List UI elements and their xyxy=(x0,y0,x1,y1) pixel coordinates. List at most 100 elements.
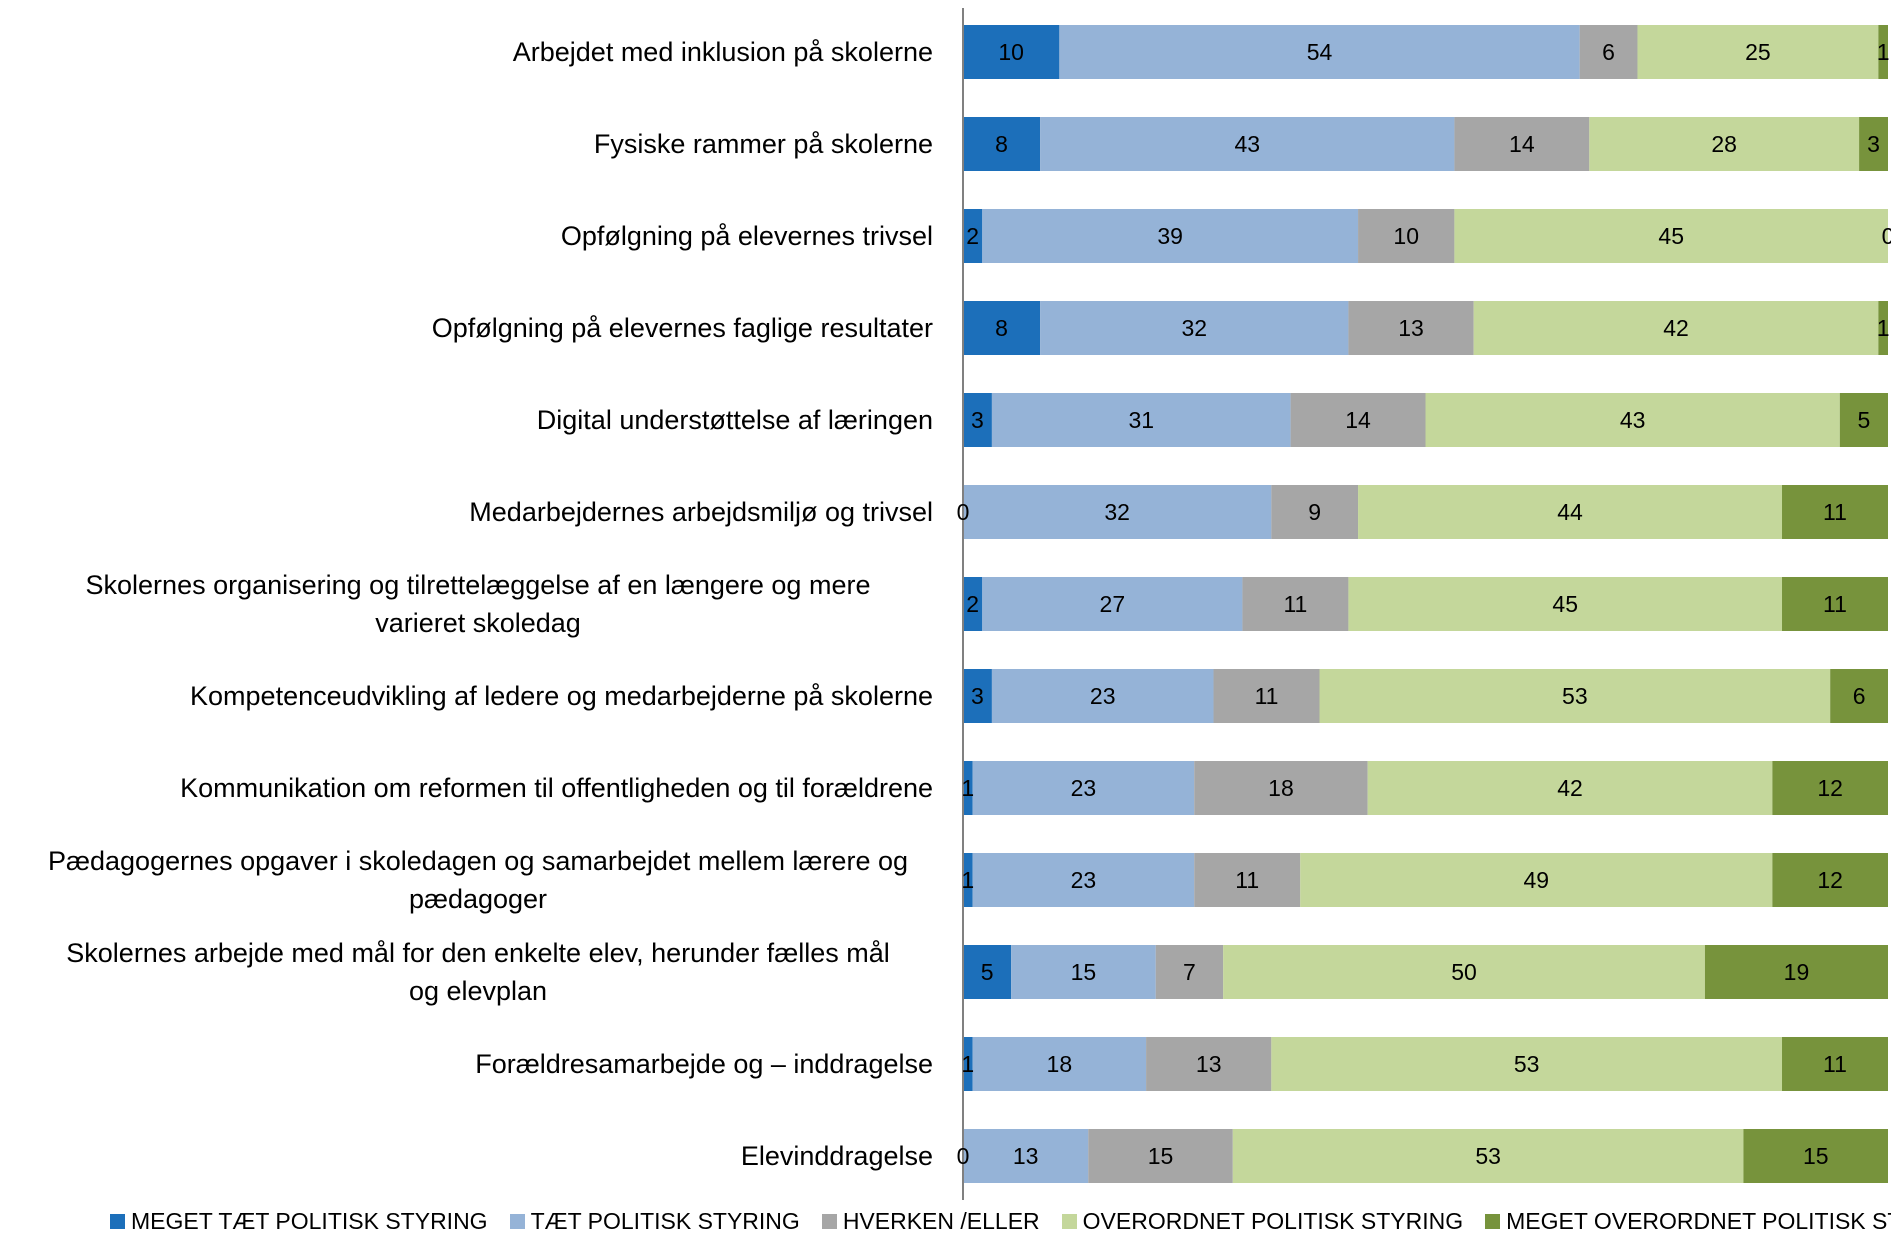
data-label: 0 xyxy=(957,1143,970,1169)
bar-segment xyxy=(1011,945,1156,999)
data-label: 2 xyxy=(966,223,979,249)
bar-segment xyxy=(963,1129,1089,1183)
bar-segment xyxy=(1579,25,1638,79)
chart-legend: MEGET TÆT POLITISK STYRING TÆT POLITISK S… xyxy=(110,1208,1891,1235)
category-label: Opfølgning på elevernes faglige resultat… xyxy=(432,313,933,343)
bar-segment xyxy=(1704,945,1888,999)
data-label: 1 xyxy=(1877,39,1890,65)
bar-segment xyxy=(1040,301,1349,355)
bar-segment xyxy=(1040,117,1455,171)
bar-segment xyxy=(991,669,1214,723)
legend-swatch xyxy=(1061,1214,1077,1229)
category-label: Kompetenceudvikling af ledere og medarbe… xyxy=(190,681,933,711)
bar-segment xyxy=(963,761,973,815)
data-label: 0 xyxy=(1882,223,1891,249)
category-label: Opfølgning på elevernes trivsel xyxy=(561,221,933,251)
bar-segment xyxy=(1830,669,1888,723)
bar-segment xyxy=(963,393,992,447)
data-label: 53 xyxy=(1475,1143,1501,1169)
data-label: 1 xyxy=(961,775,974,801)
category-label: Skolernes arbejde med mål for den enkelt… xyxy=(66,938,889,1006)
data-label: 18 xyxy=(1268,775,1294,801)
bar-segment xyxy=(1878,25,1888,79)
legend-label: TÆT POLITISK STYRING xyxy=(530,1208,800,1234)
bar-segment xyxy=(1271,485,1359,539)
bar-segment xyxy=(963,485,1272,539)
data-label: 1 xyxy=(1877,315,1890,341)
data-label: 32 xyxy=(1181,315,1207,341)
bar-segment xyxy=(972,1037,1147,1091)
bar-segment xyxy=(1782,577,1888,631)
bar-segment xyxy=(972,761,1195,815)
bar-segment xyxy=(1088,1129,1233,1183)
data-label: 27 xyxy=(1100,591,1126,617)
data-label: 11 xyxy=(1255,683,1279,709)
bar-segment xyxy=(963,301,1041,355)
category-label: Forældresamarbejde og – inddragelse xyxy=(475,1049,933,1079)
bar-segment xyxy=(1358,485,1783,539)
bar-segment xyxy=(1589,117,1860,171)
data-label: 12 xyxy=(1817,867,1843,893)
bar-segment xyxy=(1425,393,1840,447)
legend-swatch xyxy=(1485,1214,1501,1229)
bar-segment xyxy=(1637,25,1879,79)
data-label: 50 xyxy=(1451,959,1477,985)
data-label: 5 xyxy=(1858,407,1871,433)
bar-segment xyxy=(1772,853,1888,907)
bar-segment xyxy=(1146,1037,1272,1091)
legend-swatch xyxy=(821,1214,837,1229)
category-label: Kommunikation om reformen til offentligh… xyxy=(180,773,933,803)
legend-item: HVERKEN /ELLER xyxy=(821,1208,1040,1235)
bar-segment xyxy=(972,853,1195,907)
data-label: 15 xyxy=(1071,959,1097,985)
data-label: 49 xyxy=(1524,867,1550,893)
legend-item: MEGET OVERORDNET POLITISK STYRING xyxy=(1485,1208,1891,1235)
category-label: Fysiske rammer på skolerne xyxy=(594,129,933,159)
data-label: 42 xyxy=(1663,315,1689,341)
legend-swatch xyxy=(509,1214,525,1229)
legend-label: MEGET OVERORDNET POLITISK STYRING xyxy=(1506,1208,1891,1234)
bar-segment xyxy=(982,577,1243,631)
data-label: 43 xyxy=(1620,407,1646,433)
data-label: 12 xyxy=(1817,775,1843,801)
bar-segment xyxy=(1878,301,1888,355)
bar-segment xyxy=(1155,945,1224,999)
bar-segment xyxy=(1782,1037,1888,1091)
data-label: 25 xyxy=(1745,39,1771,65)
data-label: 1 xyxy=(961,1051,974,1077)
bar-segment xyxy=(1194,853,1301,907)
bar-segment xyxy=(1319,669,1831,723)
data-label: 3 xyxy=(971,683,984,709)
data-label: 39 xyxy=(1157,223,1183,249)
legend-item: TÆT POLITISK STYRING xyxy=(509,1208,800,1235)
data-label: 15 xyxy=(1148,1143,1174,1169)
bar-segment xyxy=(1059,25,1580,79)
data-label: 0 xyxy=(957,499,970,525)
data-label: 11 xyxy=(1823,591,1847,617)
data-label: 10 xyxy=(998,39,1024,65)
data-label: 13 xyxy=(1013,1143,1039,1169)
data-label: 44 xyxy=(1557,499,1583,525)
bar-segment xyxy=(1290,393,1426,447)
data-label: 13 xyxy=(1196,1051,1222,1077)
bar-segment xyxy=(1223,945,1705,999)
legend-label: HVERKEN /ELLER xyxy=(842,1208,1040,1234)
bar-segment xyxy=(963,209,983,263)
data-label: 45 xyxy=(1658,223,1684,249)
bar-segment xyxy=(1213,669,1320,723)
data-label: 10 xyxy=(1393,223,1419,249)
legend-label: MEGET TÆT POLITISK STYRING xyxy=(131,1208,488,1234)
bar-segment xyxy=(1473,301,1879,355)
data-label: 7 xyxy=(1183,959,1196,985)
legend-label: OVERORDNET POLITISK STYRING xyxy=(1082,1208,1464,1234)
data-label: 18 xyxy=(1047,1051,1073,1077)
bar-segment xyxy=(1194,761,1368,815)
data-label: 11 xyxy=(1283,591,1307,617)
category-label: Skolernes organisering og tilrettelæggel… xyxy=(86,570,871,638)
bar-segment xyxy=(963,853,973,907)
data-label: 2 xyxy=(966,591,979,617)
category-label: Pædagogernes opgaver i skoledagen og sam… xyxy=(48,846,908,914)
bar-segment xyxy=(1782,485,1888,539)
data-label: 5 xyxy=(981,959,994,985)
